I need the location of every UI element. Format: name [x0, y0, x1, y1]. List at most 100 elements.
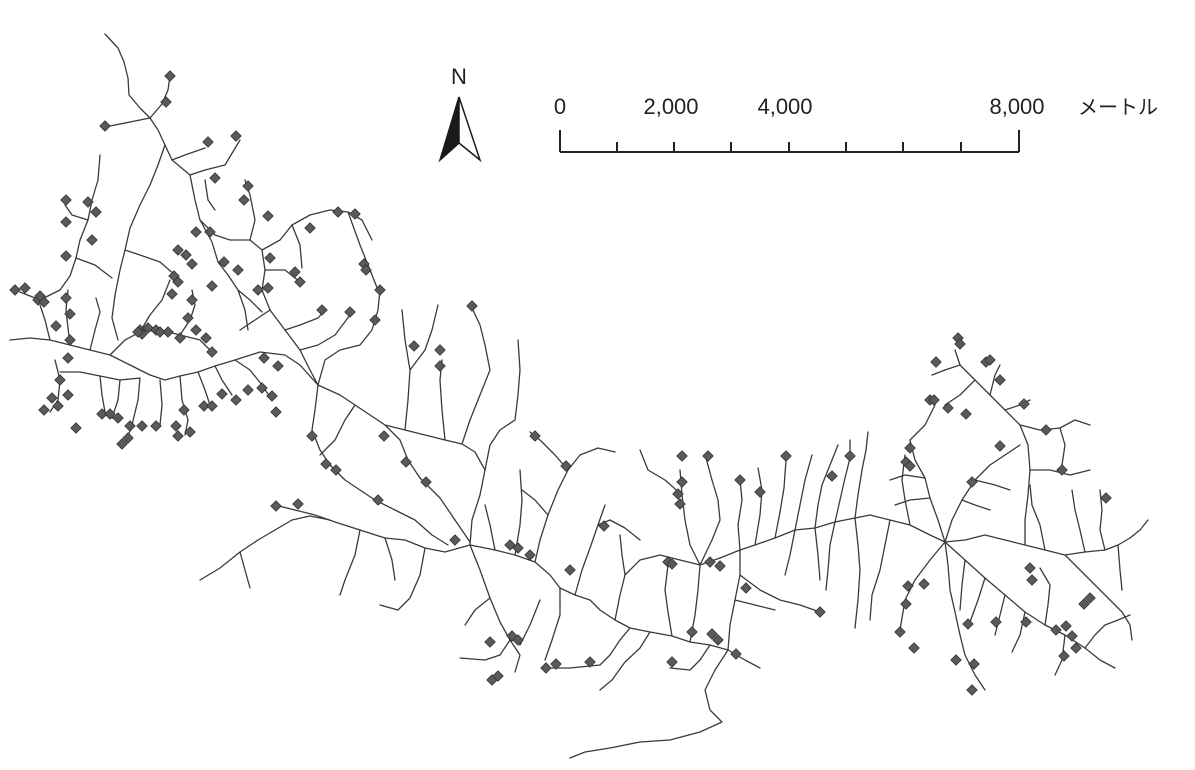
stream-line: [1054, 634, 1066, 676]
site-marker: [9, 284, 21, 296]
site-marker: [524, 549, 536, 561]
site-marker: [1100, 492, 1112, 504]
stream-line: [989, 364, 1001, 396]
site-marker: [96, 408, 108, 420]
stream-line: [311, 384, 331, 466]
stream-line: [754, 467, 763, 546]
site-marker: [264, 252, 276, 264]
site-marker: [170, 420, 182, 432]
site-marker: [99, 120, 111, 132]
stream-line: [669, 644, 711, 671]
site-marker: [270, 500, 282, 512]
stream-line: [894, 497, 931, 506]
stream-line: [189, 174, 319, 386]
stream-line: [484, 339, 521, 471]
site-marker: [560, 460, 572, 472]
site-marker: [960, 408, 972, 420]
stream-line: [544, 627, 631, 669]
site-marker: [954, 338, 966, 350]
stream-line: [1099, 489, 1106, 551]
stream-line: [464, 597, 491, 626]
stream-line: [104, 33, 206, 161]
site-marker: [902, 580, 914, 592]
site-marker: [184, 426, 196, 438]
stream-line: [317, 384, 486, 471]
stream-line: [469, 469, 486, 546]
site-marker: [918, 578, 930, 590]
site-marker: [908, 642, 920, 654]
site-marker: [186, 258, 198, 270]
site-marker: [666, 656, 678, 668]
site-marker: [266, 390, 278, 402]
north-arrow-left-half: [438, 96, 460, 163]
site-marker: [928, 394, 940, 406]
stream-line: [461, 307, 491, 445]
site-marker: [50, 320, 62, 332]
site-marker: [64, 308, 76, 320]
stream-line: [384, 537, 396, 581]
site-marker: [124, 420, 136, 432]
site-marker: [206, 346, 218, 358]
site-marker: [112, 412, 124, 424]
site-marker: [132, 326, 144, 338]
stream-line: [1084, 647, 1116, 669]
site-marker: [1056, 464, 1068, 476]
stream-line: [739, 574, 821, 613]
site-marker: [70, 422, 82, 434]
site-marker: [704, 556, 716, 568]
stream-line: [199, 515, 331, 581]
site-marker: [730, 648, 742, 660]
stream-line: [149, 75, 171, 119]
stream-line: [574, 504, 606, 596]
site-marker: [754, 486, 766, 498]
site-marker: [672, 488, 684, 500]
site-marker: [190, 226, 202, 238]
site-marker: [434, 344, 446, 356]
stream-line: [384, 424, 471, 543]
site-marker: [598, 520, 610, 532]
site-marker: [60, 250, 72, 262]
stream-line: [239, 309, 271, 331]
site-marker: [38, 404, 50, 416]
site-marker: [172, 430, 184, 442]
stream-line: [854, 431, 869, 519]
site-marker: [504, 539, 516, 551]
site-marker: [686, 626, 698, 638]
stream-line: [1011, 611, 1026, 653]
site-marker: [942, 402, 954, 414]
site-marker: [449, 534, 461, 546]
scale-tick-label-0: 0: [554, 94, 566, 119]
north-label: N: [451, 64, 467, 89]
site-marker: [238, 194, 250, 206]
site-marker: [826, 470, 838, 482]
stream-line: [909, 404, 936, 441]
stream-line: [439, 359, 446, 441]
site-marker: [270, 406, 282, 418]
stream-line: [1104, 519, 1149, 551]
site-marker: [216, 388, 228, 400]
site-marker: [116, 438, 128, 450]
site-marker: [484, 636, 496, 648]
stream-line: [994, 594, 1006, 636]
site-marker: [1026, 574, 1038, 586]
stream-line: [619, 534, 626, 576]
site-marker: [706, 628, 718, 640]
site-marker: [1078, 598, 1090, 610]
site-marker: [54, 374, 66, 386]
stream-line: [899, 541, 946, 631]
site-marker: [166, 288, 178, 300]
site-marker: [674, 498, 686, 510]
site-marker: [256, 382, 268, 394]
site-marker: [142, 322, 154, 334]
stream-line: [961, 499, 991, 511]
site-marker: [154, 326, 166, 338]
site-marker: [1058, 650, 1070, 662]
site-marker: [150, 420, 162, 432]
stream-line: [699, 457, 721, 566]
stream-line: [544, 587, 561, 661]
site-marker: [52, 400, 64, 412]
stream-line: [1019, 424, 1031, 546]
site-marker: [178, 404, 190, 416]
site-marker: [1020, 616, 1032, 628]
site-marker: [316, 304, 328, 316]
